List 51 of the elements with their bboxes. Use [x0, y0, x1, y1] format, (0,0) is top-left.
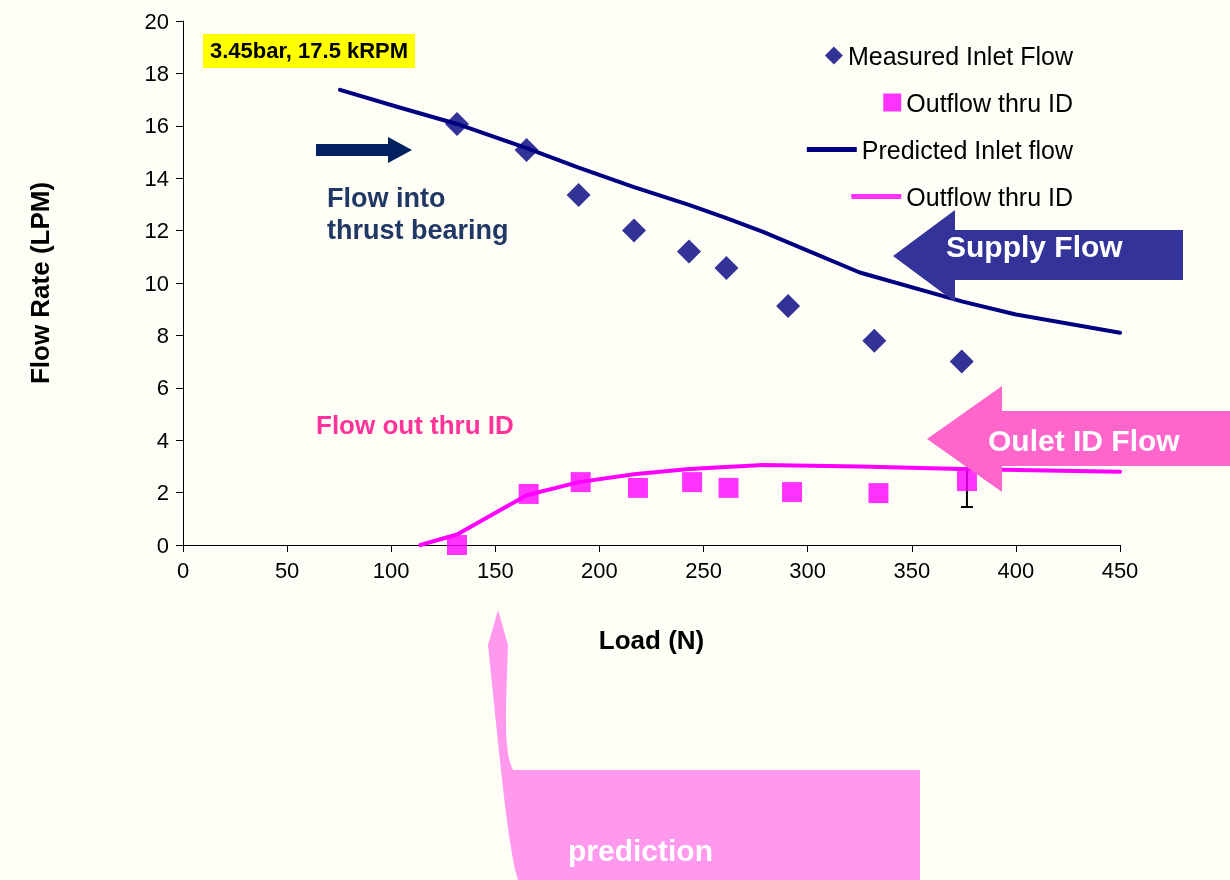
x-tick-label: 250 — [685, 557, 722, 583]
x-tick-label: 150 — [476, 557, 514, 583]
y-tick-label: 12 — [144, 218, 169, 244]
point — [718, 477, 739, 498]
y-tick-label: 10 — [144, 270, 169, 296]
text: prediction — [568, 834, 714, 868]
legend-label: Predicted Inlet flow — [861, 135, 1074, 164]
x-tick-label: 300 — [789, 557, 827, 583]
point — [627, 477, 648, 498]
point — [782, 482, 803, 503]
y-tick-label: 20 — [144, 8, 169, 34]
y-tick-label: 0 — [156, 532, 169, 558]
y-tick-label: 8 — [156, 322, 169, 348]
legend-label: Measured Inlet Flow — [847, 41, 1074, 70]
point — [868, 483, 889, 504]
point — [676, 239, 701, 264]
point — [956, 471, 977, 492]
point — [862, 328, 887, 353]
point — [949, 349, 974, 374]
annotation: Oulet ID Flow — [988, 424, 1180, 458]
x-tick-label: 450 — [1101, 557, 1139, 583]
point — [566, 182, 591, 207]
x-tick-label: 350 — [893, 557, 931, 583]
y-tick-label: 6 — [156, 375, 169, 401]
y-tick-label: 18 — [144, 60, 169, 86]
x-tick-label: 400 — [997, 557, 1035, 583]
annotation: Flow into thrust bearing — [327, 182, 510, 247]
x-tick-label: 200 — [581, 557, 618, 583]
point — [682, 472, 703, 493]
point — [714, 256, 739, 281]
point — [514, 137, 539, 162]
point — [570, 472, 591, 493]
y-tick-label: 16 — [144, 113, 169, 139]
legend-label: Outflow thru ID — [906, 88, 1074, 117]
annotation: 3.45bar, 17.5 kRPM — [203, 34, 416, 68]
x-tick-label: 50 — [274, 557, 300, 583]
point — [622, 218, 647, 243]
y-tick-label: 14 — [144, 165, 169, 191]
point — [445, 111, 470, 136]
annotation: Supply Flow — [946, 230, 1123, 264]
annotation: Flow out thru ID — [316, 410, 514, 441]
x-axis-title: Load (N) — [598, 625, 705, 655]
legend-label: Outflow thru ID — [906, 182, 1074, 211]
point — [447, 535, 468, 555]
y-tick-label: 4 — [156, 427, 169, 453]
point — [776, 294, 801, 319]
x-tick-label: 0 — [176, 557, 190, 583]
x-tick-label: 100 — [372, 557, 410, 583]
y-tick-label: 2 — [156, 480, 169, 506]
point — [518, 483, 539, 504]
y-axis-title: Flow Rate (LPM) — [25, 181, 55, 385]
